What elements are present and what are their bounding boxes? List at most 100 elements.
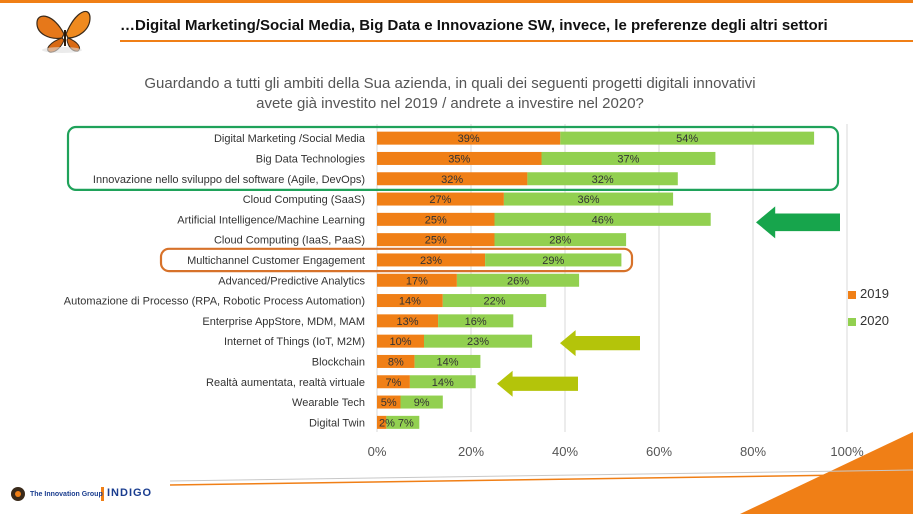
corner-wedge xyxy=(740,432,913,514)
data-label-2019: 17% xyxy=(406,275,428,287)
data-label-2019: 8% xyxy=(388,356,404,368)
x-tick-label: 80% xyxy=(740,444,766,459)
data-label-2019: 25% xyxy=(425,235,447,247)
title-underline xyxy=(120,40,913,42)
bar-2020 xyxy=(438,314,514,328)
bar-2019 xyxy=(377,314,439,328)
legend-label-2020: 2020 xyxy=(860,313,889,328)
data-label-2020: 32% xyxy=(592,174,614,186)
data-label-2019: 5% xyxy=(381,397,397,409)
data-label-2019: 13% xyxy=(397,316,419,328)
category-label: Multichannel Customer Engagement xyxy=(187,255,365,267)
bar-2019 xyxy=(377,375,410,389)
slide-title: …Digital Marketing/Social Media, Big Dat… xyxy=(120,17,828,34)
left-arrow-icon xyxy=(756,206,840,239)
category-label: Digital Marketing /Social Media xyxy=(214,133,366,145)
highlight-box xyxy=(159,247,634,273)
data-label-2020: 14% xyxy=(436,356,458,368)
data-label-2019: 2% xyxy=(379,417,395,429)
bar-2020 xyxy=(424,334,533,348)
data-label-2019: 39% xyxy=(458,133,480,145)
category-label: Internet of Things (IoT, M2M) xyxy=(224,336,365,348)
data-label-2020: 36% xyxy=(577,194,599,206)
data-label-2019: 35% xyxy=(448,153,470,165)
category-label: Automazione di Processo (RPA, Robotic Pr… xyxy=(64,296,365,308)
innovation-group-logo-icon xyxy=(11,487,25,501)
legend-item-2020: 2020 xyxy=(848,313,889,328)
legend-item-2019: 2019 xyxy=(848,286,889,301)
bar-2020 xyxy=(400,395,443,409)
bar-2019 xyxy=(377,151,542,165)
indigo-logo-icon xyxy=(101,487,104,501)
footer-line-gray xyxy=(169,469,913,482)
bar-2019 xyxy=(377,172,528,186)
category-label: Innovazione nello sviluppo del software … xyxy=(93,174,365,186)
question-line-2: avete già investito nel 2019 / andrete a… xyxy=(256,95,644,112)
data-label-2020: 16% xyxy=(465,316,487,328)
bar-2019 xyxy=(377,131,561,145)
category-label: Advanced/Predictive Analytics xyxy=(218,275,365,287)
category-label: Digital Twin xyxy=(309,417,365,429)
data-label-2020: 54% xyxy=(676,133,698,145)
data-label-2019: 27% xyxy=(429,194,451,206)
category-label: Wearable Tech xyxy=(292,397,365,409)
legend-swatch-2020 xyxy=(848,317,856,326)
left-arrow-icon xyxy=(497,370,578,397)
legend-label-2019: 2019 xyxy=(860,286,889,301)
category-label: Big Data Technologies xyxy=(256,153,366,165)
bar-2020 xyxy=(541,151,716,165)
butterfly-logo-icon xyxy=(36,10,91,53)
data-label-2019: 14% xyxy=(399,296,421,308)
data-label-2020: 22% xyxy=(483,296,505,308)
footer-line-orange xyxy=(169,473,913,486)
bar-2020 xyxy=(409,375,476,389)
legend-swatch-2019 xyxy=(848,290,856,299)
data-label-2020: 14% xyxy=(432,377,454,389)
x-tick-label: 20% xyxy=(458,444,484,459)
data-label-2019: 10% xyxy=(389,336,411,348)
bar-2019 xyxy=(377,354,415,368)
bar-2020 xyxy=(560,131,815,145)
category-label: Artificial Intelligence/Machine Learning xyxy=(177,214,365,226)
x-tick-label: 60% xyxy=(646,444,672,459)
bar-2020 xyxy=(485,253,622,267)
footer-brand-left: The Innovation Group xyxy=(30,491,103,498)
bar-2019 xyxy=(377,273,457,287)
question-line-1: Guardando a tutti gli ambiti della Sua a… xyxy=(144,75,756,92)
bar-2019 xyxy=(377,415,387,429)
data-label-2020: 29% xyxy=(542,255,564,267)
bar-2020 xyxy=(494,233,627,247)
footer-brand-right: INDIGO xyxy=(107,487,153,499)
bar-2019 xyxy=(377,253,486,267)
bar-2020 xyxy=(456,273,580,287)
data-label-2019: 7% xyxy=(385,377,401,389)
data-label-2020: 26% xyxy=(507,275,529,287)
bar-2020 xyxy=(414,354,481,368)
data-label-2020: 7% xyxy=(398,417,414,429)
data-label-2019: 25% xyxy=(425,214,447,226)
data-label-2019: 32% xyxy=(441,174,463,186)
bar-2019 xyxy=(377,294,443,308)
top-accent-stripe xyxy=(0,0,913,3)
bar-2019 xyxy=(377,334,424,348)
data-label-2020: 37% xyxy=(617,153,639,165)
data-label-2020: 23% xyxy=(467,336,489,348)
category-label: Enterprise AppStore, MDM, MAM xyxy=(202,316,365,328)
data-label-2020: 9% xyxy=(414,397,430,409)
x-tick-label: 100% xyxy=(830,444,864,459)
bar-2020 xyxy=(494,212,711,226)
data-label-2019: 23% xyxy=(420,255,442,267)
data-label-2020: 46% xyxy=(592,214,614,226)
bar-2020 xyxy=(386,415,420,429)
x-tick-label: 0% xyxy=(368,444,387,459)
bar-2019 xyxy=(377,212,495,226)
x-tick-label: 40% xyxy=(552,444,578,459)
bar-2020 xyxy=(527,172,678,186)
bar-2019 xyxy=(377,395,401,409)
category-label: Realtà aumentata, realtà virtuale xyxy=(206,377,365,389)
bar-2019 xyxy=(377,192,504,206)
bar-2020 xyxy=(503,192,674,206)
